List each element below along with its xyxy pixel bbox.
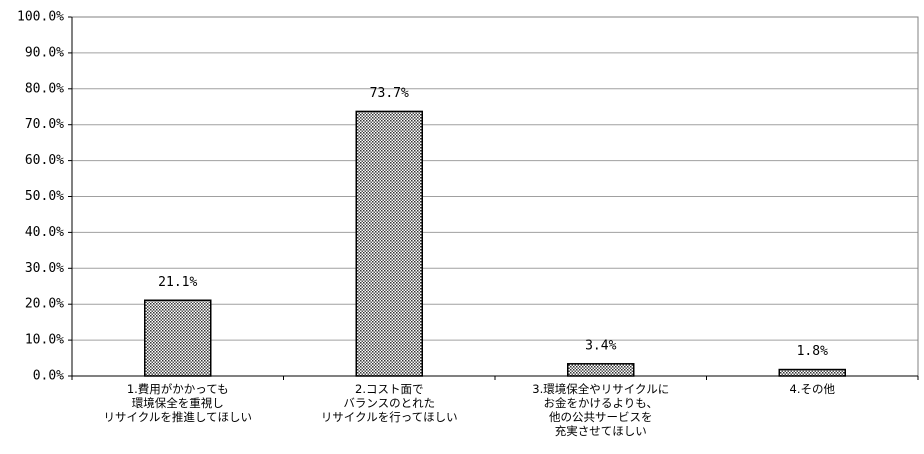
y-tick-label: 90.0% [25,45,64,60]
y-tick-label: 100.0% [17,10,64,25]
bar [355,110,423,377]
y-tick-label: 30.0% [25,261,64,276]
value-label: 21.1% [158,275,197,290]
value-label: 73.7% [370,86,409,101]
x-tick-label: 3.環境保全やリサイクルに お金をかけるよりも、 他の公共サービスを 充実させて… [532,382,670,438]
bar [144,299,212,377]
y-tick-label: 10.0% [25,333,64,348]
y-tick-label: 70.0% [25,117,64,132]
y-tick-label: 50.0% [25,189,64,204]
bar [567,363,635,377]
value-label: 3.4% [585,338,616,353]
bar [778,368,846,377]
y-tick-label: 60.0% [25,153,64,168]
y-tick-label: 0.0% [33,369,64,384]
x-tick-label: 4.その他 [789,382,835,396]
y-tick-label: 20.0% [25,297,64,312]
y-tick-label: 80.0% [25,81,64,96]
x-tick-label: 1.費用がかかっても 環境保全を重視し リサイクルを推進してほしい [103,382,253,424]
value-label: 1.8% [797,344,828,359]
x-tick-label: 2.コスト面で バランスのとれた リサイクルを行ってほしい [320,382,458,424]
y-tick-label: 40.0% [25,225,64,240]
